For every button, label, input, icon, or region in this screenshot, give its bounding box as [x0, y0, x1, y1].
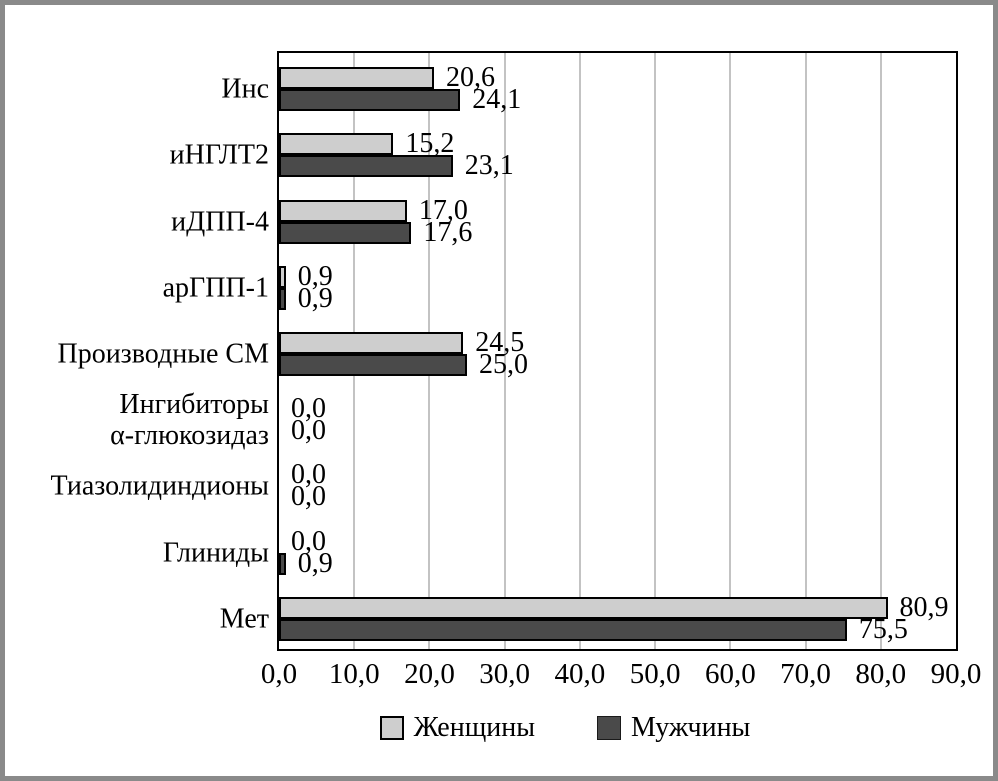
category-label: Тиазолидиндионы [50, 470, 269, 502]
category-label: Мет [219, 603, 269, 635]
gridline [729, 53, 732, 649]
bar-women [279, 332, 464, 354]
x-tick-label: 30,0 [479, 658, 531, 690]
x-tick-label: 50,0 [629, 658, 681, 690]
value-label-women: 0,0 [291, 525, 326, 557]
bar-men [279, 155, 453, 178]
legend-item-women: Женщины [379, 712, 536, 743]
gridline [804, 53, 807, 649]
gridline [879, 53, 882, 649]
value-label-men: 0,9 [297, 547, 333, 579]
bar-men [279, 618, 847, 641]
gridline [578, 53, 581, 649]
bar-men [279, 552, 286, 575]
gridline [503, 53, 506, 649]
x-tick-label: 70,0 [780, 658, 831, 690]
bar-women [279, 199, 407, 222]
category-label: Инс [221, 73, 269, 105]
value-label-women: 17,0 [418, 194, 468, 226]
x-tick-label: 90,0 [930, 658, 982, 690]
value-label-men: 23,1 [464, 150, 514, 182]
men-swatch-icon [597, 716, 622, 740]
bar-women [279, 67, 434, 90]
women-swatch-icon [379, 716, 404, 740]
bar-men [279, 287, 286, 310]
bar-women [279, 265, 286, 288]
bar-men [279, 354, 468, 376]
value-label-women: 20,6 [445, 62, 495, 94]
category-label: иДПП-4 [171, 206, 269, 238]
value-label-men: 25,0 [479, 349, 529, 380]
bar-women [279, 596, 888, 619]
value-label-men: 17,6 [423, 216, 473, 248]
gridline [654, 53, 657, 649]
value-label-women: 0,0 [291, 459, 326, 491]
category-label: иНГЛТ2 [169, 139, 269, 171]
value-label-women: 15,2 [405, 128, 455, 160]
x-tick-label: 80,0 [855, 658, 907, 690]
x-axis-tick-labels: 0,0 10,0 20,0 30,0 40,0 50,0 60,0 70,0 80,0 90,0 [261, 657, 982, 693]
legend-label-men: Мужчины [631, 712, 751, 743]
x-tick-label: 60,0 [704, 658, 756, 690]
category-label: Ингибиторы α-глюкозидаз [110, 389, 269, 452]
value-label-women: 24,5 [475, 327, 525, 358]
x-tick-label: 10,0 [328, 658, 380, 690]
plot-area: 20,6 24,1 15,2 23,1 17,0 17,6 0,9 0,9 24,5 25,0 0,… [277, 51, 958, 651]
legend-item-men: Мужчины [597, 713, 750, 743]
value-label-women: 0,9 [297, 260, 333, 292]
value-label-women: 0,0 [291, 393, 326, 425]
value-label-men: 0,0 [291, 415, 326, 447]
value-label-women: 80,9 [899, 591, 949, 623]
x-tick-label: 40,0 [554, 658, 606, 690]
category-label: арГПП-1 [162, 272, 269, 304]
legend-label-women: Женщины [413, 712, 536, 743]
bar-men [279, 89, 461, 112]
value-label-men: 0,9 [297, 282, 333, 314]
value-label-men: 75,5 [858, 613, 908, 645]
legend: Женщины Мужчины [125, 712, 993, 743]
value-label-men: 0,0 [291, 481, 326, 513]
x-tick-label: 20,0 [404, 658, 455, 690]
category-label: Производные СМ [57, 338, 269, 370]
value-label-men: 24,1 [472, 84, 522, 116]
category-label: Глиниды [162, 537, 269, 569]
bar-men [279, 221, 412, 244]
bar-women [279, 133, 394, 156]
y-axis-category-labels: Инс иНГЛТ2 иДПП-4 арГПП-1 Производные СМ Инги… [5, 51, 269, 651]
x-tick-label: 0,0 [260, 658, 298, 690]
